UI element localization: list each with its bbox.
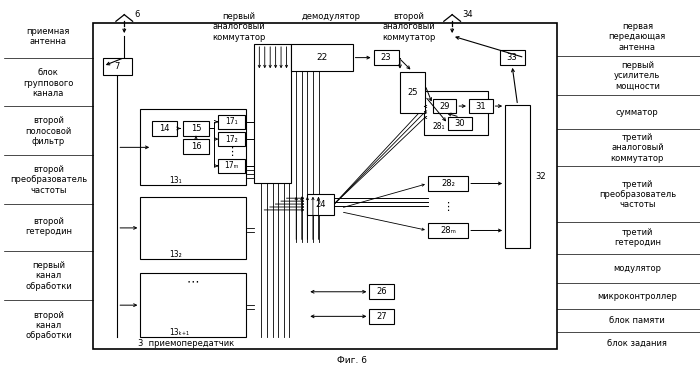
Text: 17ₘ: 17ₘ — [225, 161, 239, 170]
Bar — [428, 223, 468, 238]
Text: 27: 27 — [377, 312, 387, 321]
Text: 15: 15 — [190, 124, 201, 133]
Text: 31: 31 — [475, 102, 486, 110]
Bar — [400, 72, 425, 113]
Text: первый
аналоговый
коммутатор: первый аналоговый коммутатор — [213, 12, 266, 41]
Bar — [140, 197, 246, 259]
Text: третий
преобразователь
частоты: третий преобразователь частоты — [598, 179, 676, 210]
Text: 30: 30 — [454, 119, 465, 128]
Text: 33: 33 — [507, 53, 517, 62]
Text: 6: 6 — [134, 10, 140, 19]
Bar — [291, 44, 353, 71]
Bar — [505, 105, 530, 248]
Bar — [307, 194, 334, 215]
Text: Фиг. 6: Фиг. 6 — [337, 356, 367, 365]
Text: 29: 29 — [440, 102, 450, 110]
Text: ⋯: ⋯ — [187, 275, 199, 288]
Text: сумматор: сумматор — [616, 108, 659, 117]
Text: модулятор: модулятор — [613, 264, 662, 273]
Text: 28₂: 28₂ — [441, 179, 455, 188]
Bar — [152, 121, 177, 136]
Bar — [140, 273, 246, 337]
Text: 28ₘ: 28ₘ — [440, 226, 456, 235]
Text: 22: 22 — [316, 53, 328, 62]
Bar — [255, 44, 291, 183]
Text: 26: 26 — [377, 287, 387, 296]
Text: 32: 32 — [536, 172, 546, 181]
Text: второй
гетеродин: второй гетеродин — [25, 217, 72, 236]
Text: второй
канал
обработки: второй канал обработки — [25, 310, 72, 341]
Text: первый
канал
обработки: первый канал обработки — [25, 261, 72, 291]
Text: 23: 23 — [381, 53, 391, 62]
Bar — [448, 117, 472, 130]
Text: 24: 24 — [315, 200, 326, 209]
Text: 28₁: 28₁ — [433, 122, 445, 131]
Text: блок задания: блок задания — [608, 339, 667, 348]
Text: 25: 25 — [407, 88, 418, 97]
Bar — [218, 115, 245, 129]
Text: третий
аналоговый
коммутатор: третий аналоговый коммутатор — [610, 133, 664, 163]
Bar — [218, 132, 245, 146]
Text: микроконтроллер: микроконтроллер — [597, 292, 678, 301]
Text: 13₁: 13₁ — [169, 177, 182, 185]
Text: второй
преобразователь
частоты: второй преобразователь частоты — [10, 165, 87, 195]
Bar — [374, 50, 398, 65]
Text: блок
группового
канала: блок группового канала — [23, 68, 74, 98]
Text: 3  приемопередатчик: 3 приемопередатчик — [138, 339, 234, 348]
Text: 13₂: 13₂ — [169, 250, 182, 259]
Bar — [469, 99, 493, 113]
Text: демодулятор: демодулятор — [302, 12, 360, 21]
Bar — [424, 91, 488, 135]
Text: второй
аналоговый
коммутатор: второй аналоговый коммутатор — [382, 12, 435, 41]
Text: 13ₖ₊₁: 13ₖ₊₁ — [169, 328, 189, 337]
Bar — [218, 159, 245, 173]
Bar — [140, 109, 246, 185]
Text: первая
передающая
антенна: первая передающая антенна — [609, 22, 666, 52]
Text: ⋮: ⋮ — [442, 202, 454, 212]
Text: 16: 16 — [190, 142, 202, 151]
Bar — [370, 284, 394, 299]
Text: третий
гетеродин: третий гетеродин — [614, 228, 661, 247]
Text: блок памяти: блок памяти — [610, 316, 665, 324]
Text: первый
усилитель
мощности: первый усилитель мощности — [614, 61, 661, 91]
Text: 7: 7 — [115, 62, 120, 70]
Bar — [433, 99, 456, 113]
Text: второй
полосовой
фильтр: второй полосовой фильтр — [25, 116, 71, 146]
Text: 17₁: 17₁ — [225, 117, 238, 126]
Bar — [93, 23, 556, 349]
Text: 34: 34 — [463, 10, 473, 19]
Bar — [370, 309, 394, 324]
Text: 17₂: 17₂ — [225, 135, 238, 143]
Bar — [183, 121, 209, 136]
Bar — [103, 58, 132, 75]
Text: 14: 14 — [160, 124, 170, 133]
Bar — [500, 50, 524, 65]
Bar — [428, 176, 468, 191]
Text: ⋮: ⋮ — [226, 148, 237, 157]
Text: приемная
антенна: приемная антенна — [27, 27, 70, 46]
Bar — [183, 139, 209, 154]
